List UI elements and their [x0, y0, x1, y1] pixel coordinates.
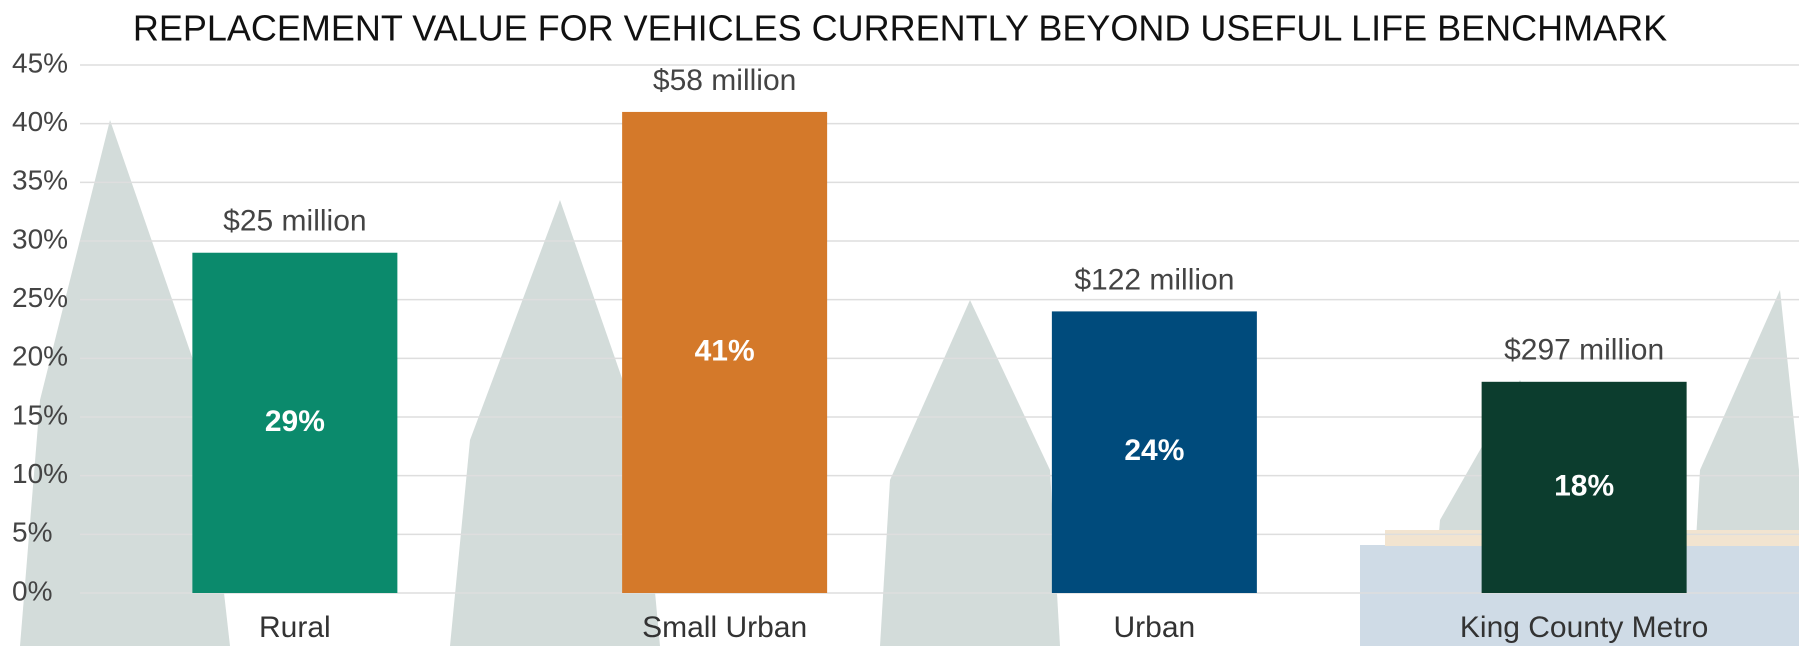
chart-title: REPLACEMENT VALUE FOR VEHICLES CURRENTLY… — [133, 8, 1667, 49]
x-tick-label: Urban — [1114, 611, 1196, 644]
y-tick-label: 10% — [12, 458, 68, 489]
value-label: 18% — [1554, 469, 1614, 502]
y-tick-label: 0% — [12, 575, 52, 606]
value-label: 24% — [1124, 434, 1184, 467]
bar-annotation: $122 million — [1074, 263, 1234, 296]
y-tick-label: 20% — [12, 341, 68, 372]
bar — [1051, 311, 1257, 593]
y-tick-label: 25% — [12, 282, 68, 313]
value-label: 41% — [695, 334, 755, 367]
x-tick-label: Small Urban — [642, 611, 807, 644]
bar — [622, 111, 828, 593]
y-tick-label: 45% — [12, 47, 68, 78]
y-tick-label: 35% — [12, 165, 68, 196]
x-tick-label: King County Metro — [1460, 611, 1708, 644]
y-tick-label: 5% — [12, 517, 52, 548]
y-tick-label: 40% — [12, 106, 68, 137]
value-label: 29% — [265, 405, 325, 438]
y-tick-label: 30% — [12, 223, 68, 254]
bar-annotation: $25 million — [223, 205, 366, 238]
bar — [1481, 381, 1687, 593]
y-tick-label: 15% — [12, 399, 68, 430]
bar-annotation: $58 million — [653, 64, 796, 97]
x-tick-label: Rural — [259, 611, 331, 644]
bar — [192, 252, 398, 593]
bar-annotation: $297 million — [1504, 334, 1664, 367]
